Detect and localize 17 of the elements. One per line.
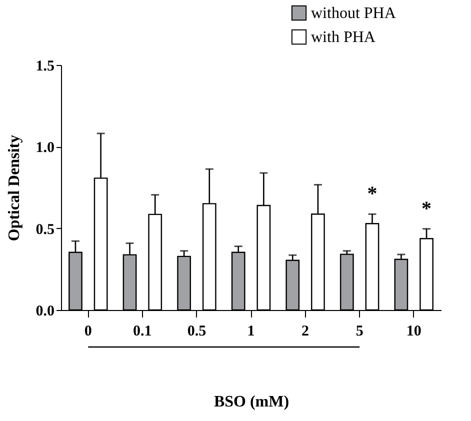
x-tick-label: 2 <box>302 324 310 340</box>
x-tick-label: 10 <box>406 324 422 340</box>
x-tick-label: 0 <box>84 324 92 340</box>
x-tick-label: 0.5 <box>187 324 206 340</box>
x-tick-label: 1 <box>247 324 255 340</box>
y-tick-label: 0.0 <box>36 304 54 320</box>
x-tick-label: 5 <box>356 324 364 340</box>
x-tick-label: 0.1 <box>133 324 152 340</box>
y-tick-label: 1.0 <box>36 140 54 156</box>
y-tick-label: 1.5 <box>36 58 54 74</box>
y-tick-label: 0.5 <box>36 222 54 238</box>
annotation: * <box>367 183 378 206</box>
legend-label: with PHA <box>311 29 376 46</box>
y-axis-title: Optical Density <box>6 134 23 242</box>
legend-label: without PHA <box>311 5 396 22</box>
annotation: * <box>422 198 432 220</box>
x-axis-title: BSO (mM) <box>214 394 290 410</box>
